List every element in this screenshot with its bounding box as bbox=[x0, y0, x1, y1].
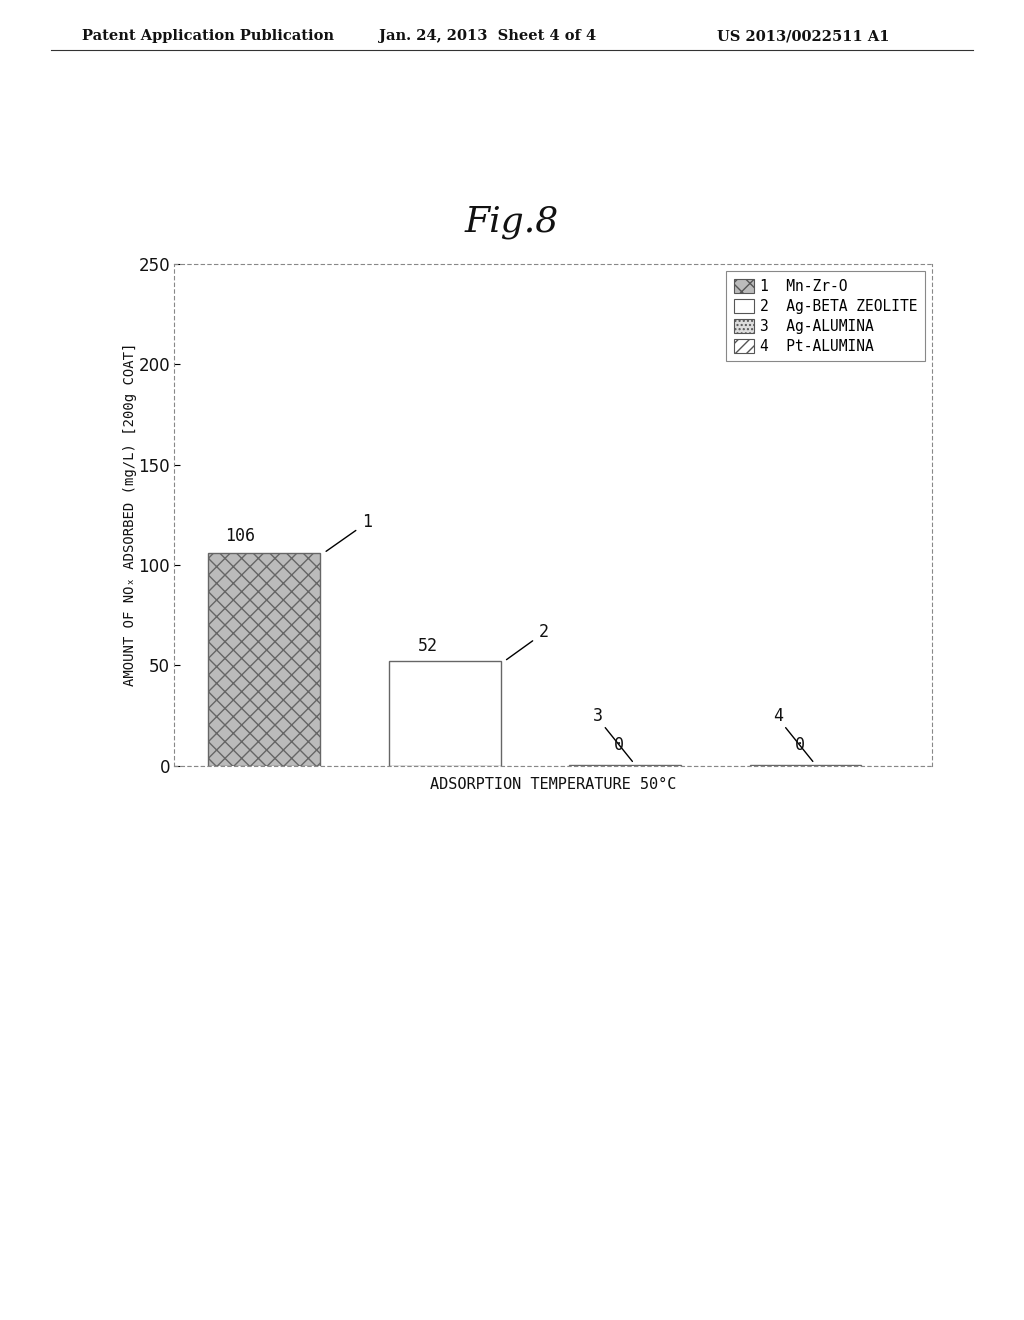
Text: 0: 0 bbox=[614, 735, 625, 754]
Text: Patent Application Publication: Patent Application Publication bbox=[82, 29, 334, 44]
Text: US 2013/0022511 A1: US 2013/0022511 A1 bbox=[717, 29, 889, 44]
X-axis label: ADSORPTION TEMPERATURE 50°C: ADSORPTION TEMPERATURE 50°C bbox=[430, 776, 676, 792]
Bar bbox=[389, 661, 501, 766]
Bar bbox=[208, 553, 321, 766]
Text: 106: 106 bbox=[224, 527, 255, 545]
Text: Fig.8: Fig.8 bbox=[465, 205, 559, 239]
Text: 4: 4 bbox=[773, 708, 783, 726]
Text: 1: 1 bbox=[361, 513, 372, 531]
Text: 52: 52 bbox=[418, 638, 437, 655]
Text: 2: 2 bbox=[539, 623, 549, 642]
Text: 0: 0 bbox=[795, 735, 805, 754]
Text: Jan. 24, 2013  Sheet 4 of 4: Jan. 24, 2013 Sheet 4 of 4 bbox=[379, 29, 596, 44]
Text: 3: 3 bbox=[593, 708, 603, 726]
Legend: 1  Mn-Zr-O, 2  Ag-BETA ZEOLITE, 3  Ag-ALUMINA, 4  Pt-ALUMINA: 1 Mn-Zr-O, 2 Ag-BETA ZEOLITE, 3 Ag-ALUMI… bbox=[726, 272, 925, 362]
Y-axis label: AMOUNT OF NOₓ ADSORBED (mg/L) [200g COAT]: AMOUNT OF NOₓ ADSORBED (mg/L) [200g COAT… bbox=[123, 343, 137, 686]
